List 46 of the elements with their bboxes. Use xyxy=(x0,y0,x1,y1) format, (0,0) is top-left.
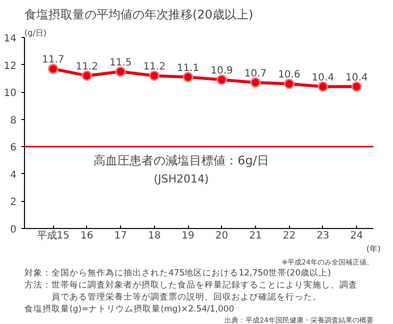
text: 食塩摂取量(g)=ナトリウム摂取量(mg)×2.54/1,000 xyxy=(24,304,234,314)
x-tick-label: 23 xyxy=(316,230,330,242)
text: 対象：全国から無作為に抽出された475地区における12,750世帯(20歳以上) xyxy=(24,268,331,278)
data-label: 11.7 xyxy=(42,54,64,66)
data-label: 10.4 xyxy=(346,72,368,84)
x-tick-label: 24 xyxy=(350,230,364,242)
x-axis-title: (年) xyxy=(366,244,381,254)
data-label: 10.6 xyxy=(278,70,300,81)
point xyxy=(216,74,228,86)
y-tick-label: 8 xyxy=(10,115,17,126)
data-label: 11.1 xyxy=(176,62,200,74)
point xyxy=(115,66,126,77)
data-label: 11.5 xyxy=(109,57,132,68)
x-tick-label: 平成15 xyxy=(36,230,70,242)
annotation: (JSH2014) xyxy=(154,172,209,186)
point xyxy=(82,70,92,81)
data-label: 11.2 xyxy=(143,62,166,73)
data-label: 10.9 xyxy=(210,66,233,77)
data-label: 10.7 xyxy=(244,68,267,80)
y-tick-label: 4 xyxy=(10,170,17,181)
y-tick-label: 12 xyxy=(4,60,17,72)
point xyxy=(318,81,328,92)
text: 方法：世帯毎に調査対象者が摂取した食品を秤量記録することにより実施し、調査員である管理栄養士等が調査票の説明、回収および確認を行った。 xyxy=(24,280,358,302)
y-tick-label: 6 xyxy=(10,142,17,154)
x-tick-label: 20 xyxy=(215,230,228,242)
x-tick-label: 19 xyxy=(182,230,194,242)
point xyxy=(250,77,261,88)
y-axis-title: (g/日) xyxy=(24,28,47,38)
y-tick-label: 2 xyxy=(10,197,17,208)
y-tick-label: 10 xyxy=(4,88,17,100)
point xyxy=(48,64,58,74)
point xyxy=(284,78,294,90)
point xyxy=(351,81,362,92)
chart-title: 食塩摂取量の平均値の年次推移(20歳以上) xyxy=(24,8,254,22)
point xyxy=(149,70,160,81)
y-tick-label: 14 xyxy=(4,34,17,44)
y-tick-label: 0 xyxy=(10,224,17,236)
x-tick-label: 21 xyxy=(249,230,262,242)
data-label: 10.4 xyxy=(312,72,334,84)
data-label: 11.2 xyxy=(76,62,98,73)
x-tick-label: 17 xyxy=(114,230,127,242)
point xyxy=(182,72,194,82)
x-tick-label: 18 xyxy=(148,230,161,242)
x-tick-label: 16 xyxy=(80,230,94,242)
ref-line-label: 高血圧患者の減塩目標値：6g/日 xyxy=(94,153,269,168)
x-tick-label: 22 xyxy=(282,230,296,242)
